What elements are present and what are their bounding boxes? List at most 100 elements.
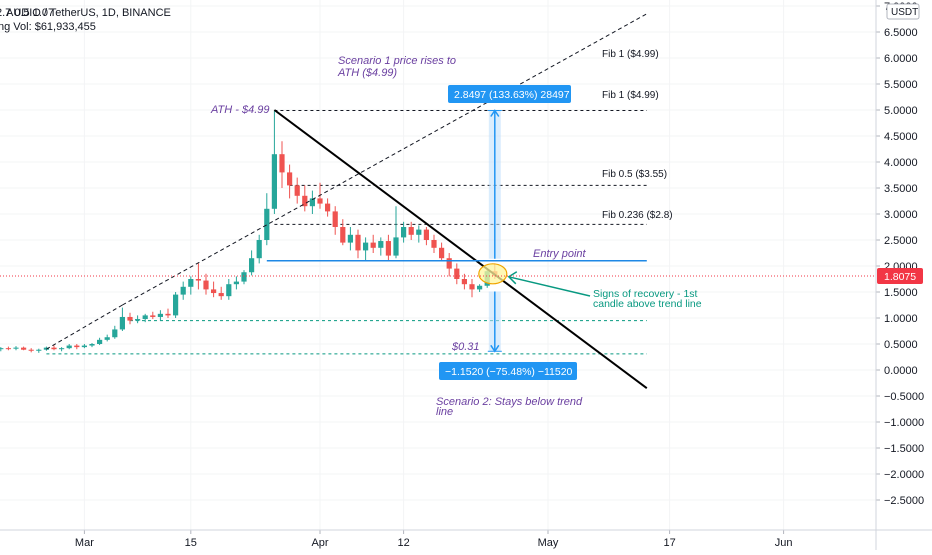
candle-body <box>249 258 255 273</box>
y-tick-label: 5.0000 <box>884 105 918 117</box>
y-tick-label: 5.5000 <box>884 79 918 91</box>
currency-button[interactable] <box>886 3 920 20</box>
candle-body <box>393 237 399 256</box>
y-tick-label: 4.5000 <box>884 131 918 143</box>
trend-lines <box>46 13 648 390</box>
candle-body <box>66 345 72 349</box>
scenario1-line2: ATH ($4.99) <box>337 67 397 79</box>
last-price-badge <box>877 268 923 285</box>
fib1-label: Fib 1 ($4.99) <box>602 90 659 101</box>
candle-body <box>188 279 194 287</box>
x-tick-label: 12 <box>397 537 409 549</box>
y-tick-label: 6.0000 <box>884 53 918 65</box>
grid <box>0 0 876 530</box>
levels <box>46 110 647 355</box>
candle-body <box>355 234 361 251</box>
measure-down-badge <box>439 362 577 380</box>
last-price-text: 1.8075 <box>884 271 916 283</box>
candle-body <box>119 316 125 330</box>
candle-body <box>302 195 308 207</box>
y-tick-label: 2.5000 <box>884 235 918 247</box>
candle-body <box>378 241 384 248</box>
candle-body <box>416 229 422 235</box>
x-tick-label: May <box>538 537 559 549</box>
candle-body <box>287 172 293 186</box>
time-axis[interactable]: Mar 15 Apr 12 May 17 Jun <box>75 530 793 549</box>
candle-body <box>195 279 201 281</box>
price-axis[interactable]: 7.00006.50006.00005.50005.00004.50004.00… <box>876 1 924 507</box>
candle-body <box>332 211 338 227</box>
candle-body <box>233 281 239 285</box>
candle-body <box>461 279 467 285</box>
candle-body <box>157 313 163 317</box>
y-tick-label: 0.0000 <box>884 365 918 377</box>
x-tick-label: 15 <box>185 537 197 549</box>
candle-body <box>142 315 148 320</box>
y-tick-label: −2.5000 <box>884 495 924 507</box>
dashed-base <box>46 304 123 350</box>
currency-button-label: USDT <box>891 7 918 18</box>
candle-body <box>36 349 42 351</box>
candle-body <box>408 227 414 235</box>
candle-body <box>325 203 331 212</box>
y-tick-label: 1.5000 <box>884 287 918 299</box>
scenario2-line1: Scenario 2: Stays below trend <box>436 396 583 408</box>
candle-body <box>370 242 376 248</box>
candle-body <box>97 339 103 344</box>
candle-body <box>446 258 452 269</box>
candle-body <box>363 242 369 251</box>
y-tick-label: −1.0000 <box>884 417 924 429</box>
candle-body <box>127 316 133 321</box>
recovery-arrow <box>508 276 591 297</box>
dashed-uptrend <box>122 13 648 306</box>
x-tick-label: Apr <box>311 537 328 549</box>
candle-body <box>211 289 217 294</box>
candle-body <box>264 208 270 240</box>
header-ohlc-fragment: 2.7 0.5 1.07 <box>0 7 54 19</box>
candle-body <box>51 347 57 350</box>
entry-point-annotation: Entry point <box>533 248 587 260</box>
candle-body <box>340 227 346 243</box>
candle-body <box>135 319 141 321</box>
y-tick-label: −2.0000 <box>884 469 924 481</box>
candle-body <box>431 240 437 248</box>
candle-body <box>180 286 186 295</box>
low-target-annotation: $0.31 <box>451 341 480 353</box>
measures <box>487 109 502 353</box>
measure-up-badge <box>448 85 571 103</box>
candle-body <box>469 284 475 290</box>
y-tick-label: 0.5000 <box>884 339 918 351</box>
candle-body <box>294 185 300 196</box>
candle-body <box>385 241 391 256</box>
y-tick-label: 3.5000 <box>884 183 918 195</box>
candle-body <box>477 285 483 290</box>
candle-body <box>241 272 247 282</box>
candle-body <box>218 293 224 297</box>
candle-body <box>0 348 4 350</box>
recovery-highlight-circle <box>478 263 508 285</box>
candle-body <box>5 348 11 350</box>
candle-body <box>271 154 277 209</box>
header-symbol: AUDIO / TetherUS, 1D, BINANCE <box>6 7 171 19</box>
x-tick-label: 17 <box>663 537 675 549</box>
candle-body <box>279 154 285 173</box>
recovery-line2: candle above trend line <box>593 298 702 310</box>
candle-body <box>89 344 95 346</box>
candle-body <box>423 229 429 240</box>
candle-body <box>226 284 232 297</box>
fib05-label: Fib 0.5 ($3.55) <box>602 169 667 180</box>
candle-body <box>173 294 179 316</box>
candle-body <box>256 240 262 259</box>
fib1-top-label: Fib 1 ($4.99) <box>602 49 659 60</box>
candle-body <box>59 348 65 350</box>
scenario1-line1: Scenario 1 price rises to <box>338 55 456 67</box>
y-tick-label: 3.0000 <box>884 209 918 221</box>
candle-body <box>401 227 407 238</box>
candle-body <box>317 198 323 204</box>
scenario2-line2: line <box>436 406 453 418</box>
candles <box>0 110 498 353</box>
black-downtrend <box>273 109 648 390</box>
ath-annotation: ATH - $4.99 <box>210 104 270 116</box>
